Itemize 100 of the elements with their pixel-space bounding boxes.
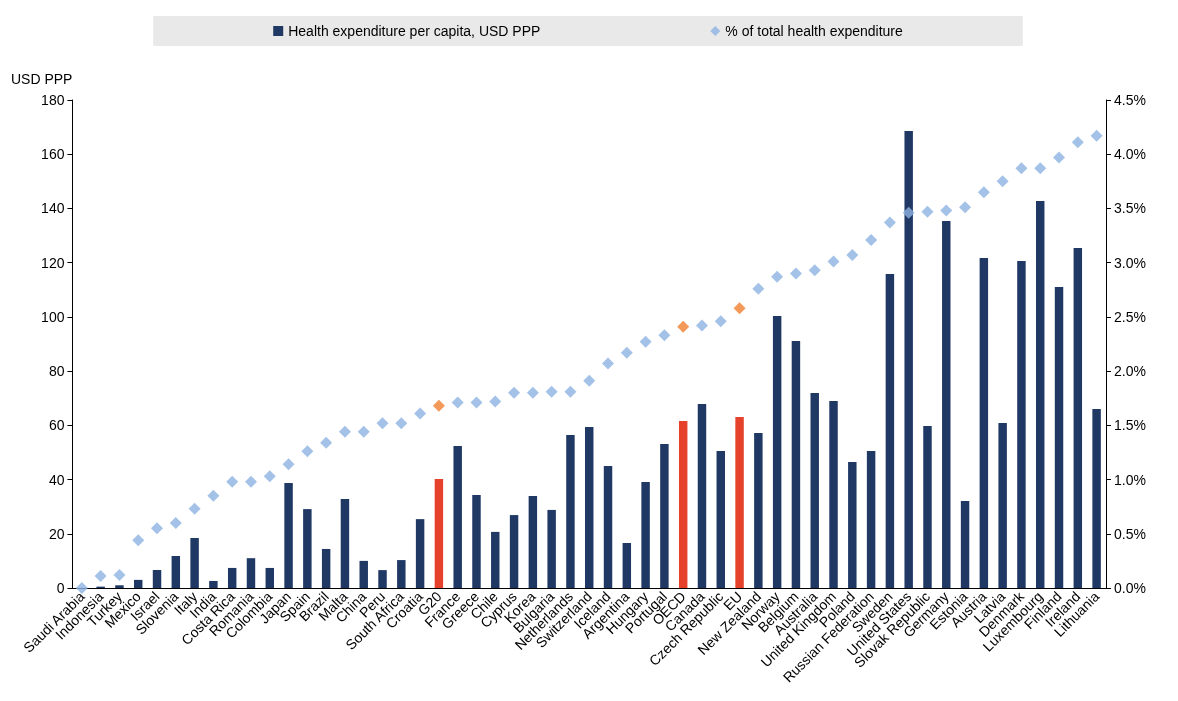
bar	[942, 220, 951, 588]
point	[244, 475, 257, 488]
y2-tick-label: 1.0%	[1114, 471, 1146, 488]
bar	[810, 393, 819, 588]
bar	[1092, 409, 1101, 588]
y2-tick-label: 0.5%	[1114, 525, 1146, 542]
bar	[397, 560, 406, 588]
bar	[622, 543, 632, 588]
bar	[453, 445, 462, 588]
y-tick-label: 20	[48, 525, 65, 542]
bar	[904, 130, 913, 588]
point	[1071, 136, 1084, 149]
point	[489, 395, 502, 408]
bar	[359, 560, 368, 588]
bar	[434, 479, 444, 588]
point	[846, 249, 859, 262]
point	[338, 425, 351, 438]
point	[827, 255, 840, 268]
point	[75, 582, 88, 594]
point	[658, 329, 671, 342]
bar	[641, 482, 650, 588]
bar	[585, 426, 594, 588]
point	[395, 417, 408, 430]
bar	[547, 509, 556, 588]
bar	[848, 461, 857, 588]
point	[940, 204, 953, 217]
point	[977, 186, 990, 199]
bar	[284, 483, 293, 588]
y-tick-label: 40	[48, 471, 65, 488]
bar	[152, 570, 162, 588]
point	[695, 319, 708, 332]
y2-tick-label: 3.5%	[1114, 200, 1146, 217]
bar	[528, 496, 538, 588]
bar	[979, 258, 989, 588]
bar	[134, 579, 143, 588]
bar	[303, 509, 312, 588]
bar	[885, 274, 895, 588]
y2-tick-label: 0.0%	[1114, 580, 1146, 596]
bar	[697, 403, 707, 588]
bar	[960, 500, 970, 588]
point	[169, 516, 182, 529]
y-tick-label: 160	[41, 146, 65, 163]
point	[883, 216, 896, 229]
point	[639, 335, 652, 348]
bar	[246, 558, 256, 588]
point	[282, 458, 295, 471]
y2-tick-label: 1.5%	[1114, 417, 1146, 434]
point	[1034, 162, 1047, 175]
bar	[1036, 201, 1045, 588]
point	[564, 385, 577, 398]
bar	[472, 495, 481, 588]
point	[414, 407, 427, 420]
point	[470, 396, 483, 409]
bar	[340, 499, 350, 588]
point	[620, 346, 633, 359]
y2-tick-label: 4.0%	[1114, 146, 1146, 163]
bar	[678, 421, 688, 588]
point	[357, 425, 370, 438]
point	[1053, 151, 1066, 164]
point	[959, 201, 972, 214]
y2-tick-label: 3.0%	[1114, 254, 1146, 271]
bar	[998, 422, 1007, 588]
point	[188, 502, 201, 515]
bar	[1054, 287, 1064, 588]
point	[451, 396, 464, 409]
legend-label: % of total health expenditure	[725, 23, 904, 39]
point	[132, 534, 145, 547]
bar	[754, 432, 763, 588]
bar	[171, 556, 181, 588]
bar	[509, 515, 519, 588]
bar	[415, 519, 425, 588]
point	[865, 233, 878, 246]
bar	[716, 451, 725, 588]
bar	[1073, 248, 1083, 588]
point	[921, 205, 934, 218]
bar	[209, 580, 218, 588]
bar	[321, 548, 331, 588]
bar	[772, 316, 782, 588]
y-tick-label: 180	[41, 92, 65, 108]
point	[526, 386, 539, 399]
bar	[378, 570, 387, 588]
bar	[1017, 261, 1026, 588]
point	[583, 374, 596, 387]
point	[301, 445, 314, 458]
point	[376, 417, 389, 430]
y-tick-label: 60	[48, 417, 65, 434]
y-tick-label: 140	[41, 200, 65, 217]
point	[677, 320, 690, 333]
y2-tick-label: 2.5%	[1114, 308, 1146, 325]
bar	[829, 400, 838, 588]
point	[432, 399, 445, 412]
y-tick-label: 100	[41, 308, 65, 325]
point	[714, 315, 727, 328]
bar	[866, 451, 876, 588]
y2-tick-label: 2.0%	[1114, 363, 1146, 380]
point	[263, 470, 276, 483]
y-tick-label: 80	[48, 363, 65, 380]
point	[808, 264, 821, 277]
point	[733, 302, 746, 315]
bar	[791, 341, 801, 588]
